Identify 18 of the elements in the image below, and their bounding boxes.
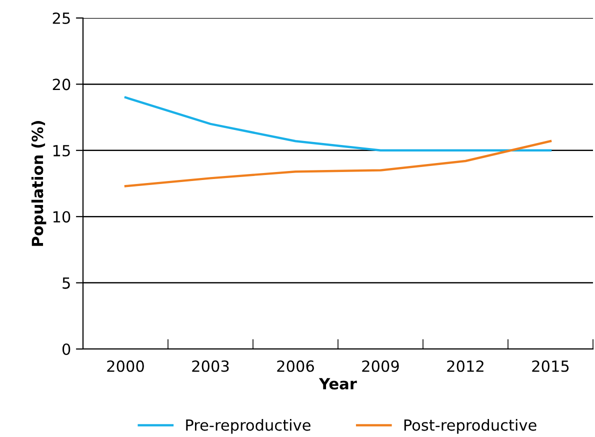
y-tick-label: 20 [52, 78, 70, 90]
y-tick-label: 5 [62, 277, 70, 289]
x-tick-label: 2012 [447, 360, 484, 372]
x-tick-label: 2000 [107, 360, 144, 372]
legend-label: Pre-reproductive [186, 419, 310, 434]
x-tick-label: 2006 [277, 360, 314, 372]
y-tick-label: 25 [52, 12, 70, 24]
y-tick-label: 15 [53, 145, 70, 156]
y-tick-label: 10 [53, 211, 70, 223]
x-tick-label: 2015 [532, 360, 569, 372]
line-series [124, 96, 552, 152]
legend-label: Post-reproductive [404, 419, 536, 434]
y-tick-label: 0 [62, 343, 70, 356]
x-axis-title: Year [318, 378, 357, 390]
line-series [124, 140, 552, 188]
x-tick-label: 2003 [192, 360, 229, 372]
x-tick-label: 2009 [362, 360, 399, 372]
y-axis-title: Population (%) [31, 121, 46, 246]
